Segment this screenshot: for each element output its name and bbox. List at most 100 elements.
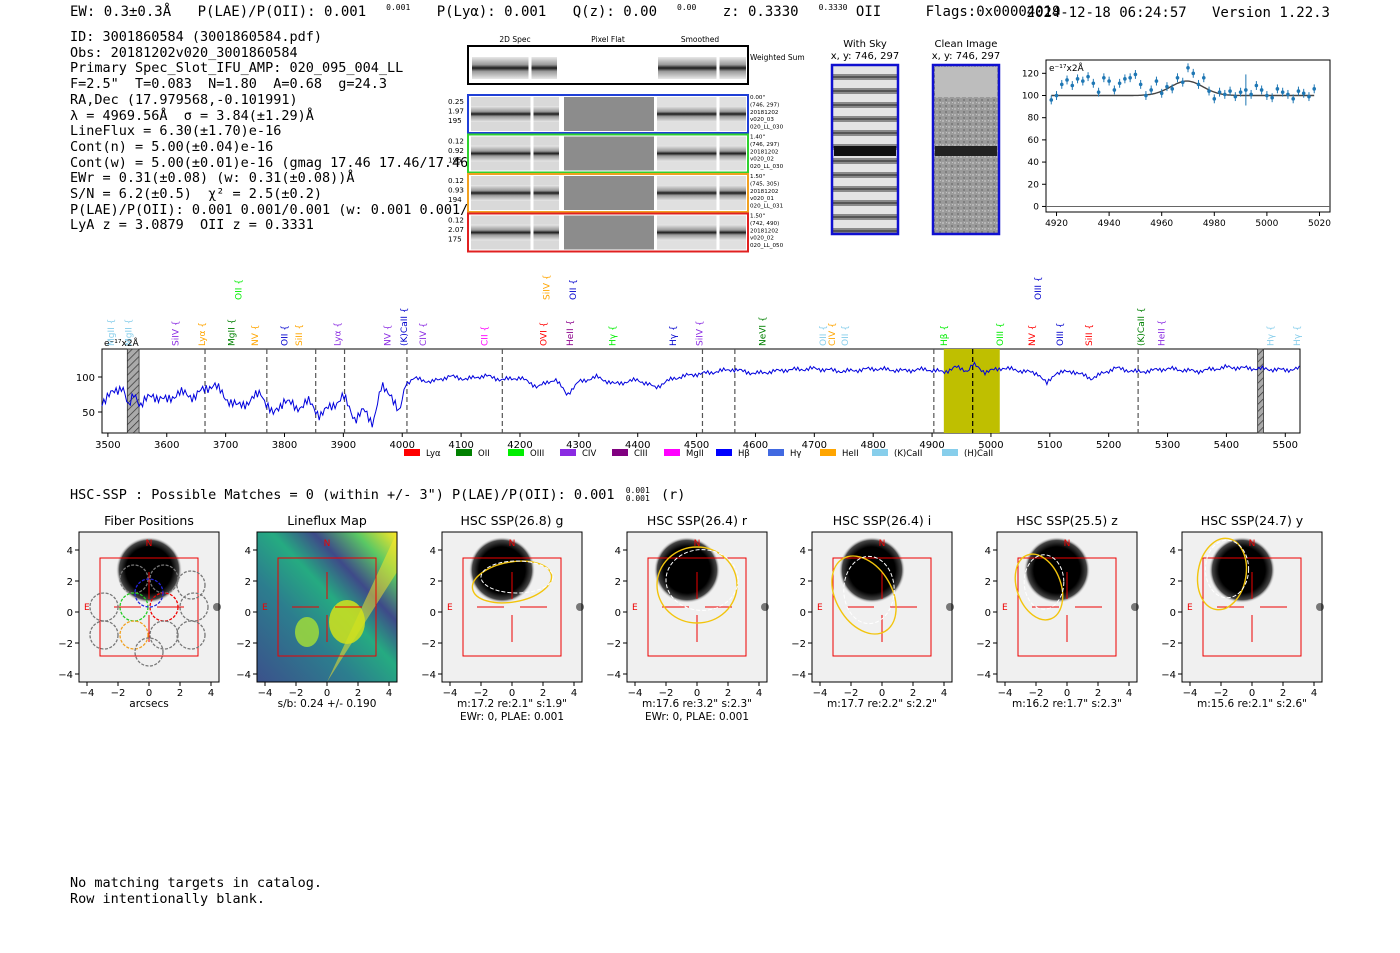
stamp-panel: Lineflux Map N E −4 −4 −2 −2 0 0 2 2 4 4 s/b: 0.24 +/… <box>236 513 398 710</box>
faint-source <box>761 603 769 611</box>
emission-line-label: SiIV { <box>696 320 706 346</box>
stamp-ytick-label: 4 <box>430 546 436 557</box>
full-xtick-label: 4700 <box>802 440 827 451</box>
faint-source <box>213 603 221 611</box>
lineflux-peak <box>329 600 365 644</box>
legend-swatch <box>872 449 888 456</box>
full-xtick-label: 4000 <box>390 440 415 451</box>
aperture-box <box>99 557 199 657</box>
cutout-left-value: 0.12 <box>448 176 464 185</box>
zoom-data-point <box>1270 95 1274 100</box>
timestamp-text: 2024-12-18 06:24:57 <box>1026 5 1187 21</box>
stamp-ytick-label: −4 <box>421 670 436 681</box>
zoom-ytick-label: 80 <box>1028 114 1040 124</box>
zoom-data-point <box>1228 89 1232 93</box>
fiber-circle <box>134 578 164 608</box>
stamp-ytick-label: 4 <box>800 546 806 557</box>
full-xtick-label: 3500 <box>95 440 120 451</box>
stamp-xtick-label: −4 <box>998 688 1013 699</box>
zoom-data-point <box>1238 90 1243 94</box>
cutout-left-value: 195 <box>448 156 462 165</box>
zoom-data-point <box>1096 90 1101 94</box>
cutout-right-value: v020_02 <box>750 236 774 242</box>
flags-value: Flags:0x00004019 <box>925 3 1061 20</box>
fiber-circle <box>134 637 164 667</box>
zoom-data-point <box>1186 65 1190 70</box>
bright-source <box>654 537 720 603</box>
full-xtick-label: 3700 <box>213 440 238 451</box>
info-line: LyA z = 3.0879 OII z = 0.3331 <box>70 217 314 234</box>
cutout-header-pixelflat: Pixel Flat <box>591 35 625 44</box>
zoom-data-point <box>1107 79 1111 83</box>
stamp-xtick-label: 4 <box>756 688 762 699</box>
full-xtick-label: 5000 <box>978 440 1003 451</box>
stamp-title: HSC SSP(25.5) z <box>1016 513 1118 528</box>
emission-line-label: OII { <box>280 325 290 346</box>
plae-value: P(LAE)/P(OII): 0.001 0.001 <box>197 3 411 20</box>
legend-label: CIII <box>634 449 647 459</box>
clean-image-title: Clean Image <box>935 39 998 50</box>
legend-swatch <box>942 449 958 456</box>
info-line: S/N = 6.2(±0.5) χ² = 2.5(±0.2) <box>70 186 322 203</box>
cutout-right-value: 0.00" <box>750 95 765 101</box>
cutout-right-value: (746, 297) <box>750 102 779 108</box>
full-xtick-label: 4300 <box>566 440 591 451</box>
stamp-xtick-label: 0 <box>1064 688 1070 699</box>
cutout-left-value: 0.25 <box>448 97 464 106</box>
zoom-data-point <box>1291 97 1295 101</box>
zoom-data-point <box>1159 91 1164 96</box>
zoom-data-point <box>1286 92 1290 97</box>
north-marker: N <box>694 539 701 549</box>
stamp-xtick-label: −2 <box>111 688 126 699</box>
fiber-circle <box>176 620 206 650</box>
cutout-right-value: 1.50" <box>750 214 765 220</box>
zoom-data-point <box>1196 82 1201 87</box>
source-ellipse <box>471 560 553 604</box>
stamp-ytick-label: 2 <box>67 577 73 588</box>
cutout-right-value: 020_LL_050 <box>750 243 784 249</box>
stamp-panel: Fiber Positions N E −4 −4 −2 −2 0 0 2 2 4 4 arcsecs <box>58 513 221 710</box>
full-ytick-label: 100 <box>76 373 95 384</box>
hsc-fraction: 0.001 0.001 <box>625 486 650 503</box>
emission-line-label: OII { <box>569 279 579 300</box>
stamp-xtick-label: 4 <box>941 688 947 699</box>
stamp-panel: HSC SSP(25.5) z N E −4 −4 −2 −2 0 0 2 2 4 4 m:16.2 re… <box>976 513 1139 710</box>
aperture-box <box>832 557 932 657</box>
fiber-circle <box>119 620 149 650</box>
zoom-data-point <box>1102 75 1106 80</box>
full-xtick-label: 4400 <box>625 440 650 451</box>
cutout-left-value: 175 <box>448 235 462 244</box>
stamp-xtick-label: 2 <box>725 688 731 699</box>
full-xtick-label: 4500 <box>684 440 709 451</box>
zoom-data-point <box>1175 75 1180 80</box>
stamp-title: HSC SSP(26.4) i <box>833 513 931 528</box>
stamp-caption-2: EWr: 0, PLAE: 0.001 <box>645 711 749 723</box>
stamp-xtick-label: 0 <box>694 688 700 699</box>
emission-line-label: Hγ { <box>1293 325 1303 346</box>
footer-line-2: Row intentionally blank. <box>70 890 266 907</box>
source-ellipse <box>1196 537 1248 611</box>
with-sky-coords: x, y: 746, 297 <box>831 51 900 62</box>
full-xtick-label: 4900 <box>919 440 944 451</box>
stamp-xtick-label: −2 <box>474 688 489 699</box>
faint-source <box>576 603 584 611</box>
faint-source <box>1131 603 1139 611</box>
info-line: Primary Spec_Slot_IFU_AMP: 020_095_004_L… <box>70 60 404 77</box>
east-marker: E <box>84 603 90 613</box>
hsc-line-text: HSC-SSP : Possible Matches = 0 (within +… <box>70 487 615 503</box>
cutout-smoothed-band <box>657 185 746 201</box>
stamp-ytick-label: 2 <box>245 577 251 588</box>
stamp-xtick-label: 4 <box>571 688 577 699</box>
cutout-pixelflat <box>564 215 654 250</box>
aperture-box <box>1017 557 1117 657</box>
emission-line-label: HeII { <box>566 320 576 346</box>
stamp-ytick-label: −2 <box>791 639 806 650</box>
legend-label: OII <box>478 449 490 459</box>
cutout-pixelflat <box>564 136 654 171</box>
legend-label: HeII <box>842 449 859 459</box>
emission-line-label: Hγ { <box>608 325 618 346</box>
